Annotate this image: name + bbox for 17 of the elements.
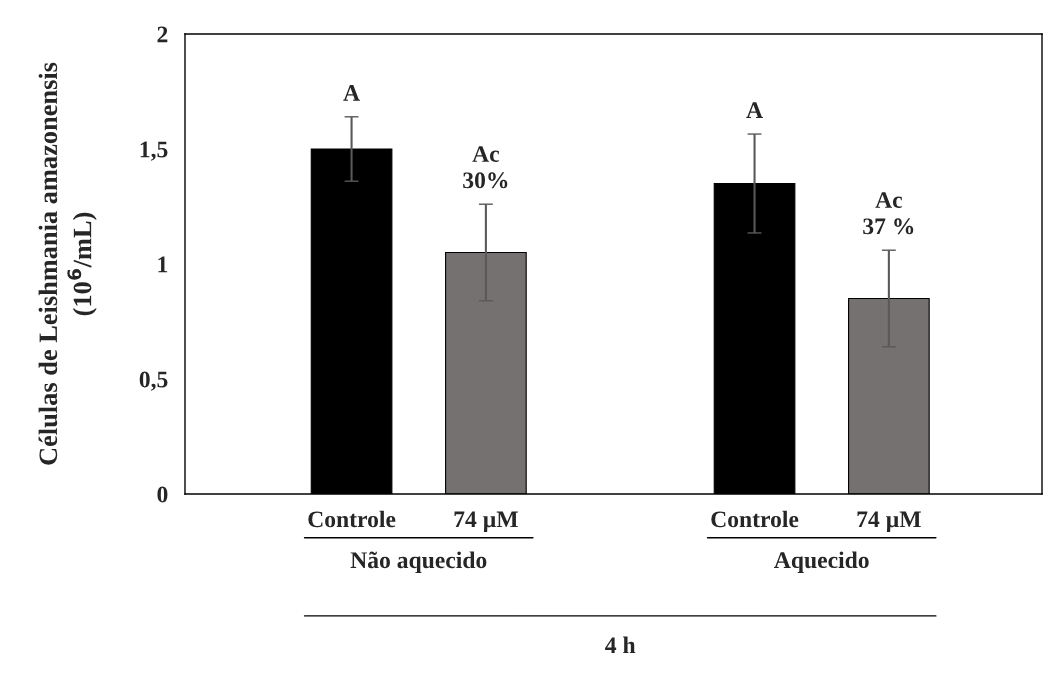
y-axis-title: Células de Leishmania amazonensis (10$^{6}$/mL) bbox=[38, 62, 97, 465]
x-tick-label: Controle bbox=[711, 510, 799, 528]
data-label: Ac 37 % bbox=[863, 192, 914, 235]
text: Não aquecido bbox=[350, 551, 487, 573]
y-tick-label: 2 bbox=[157, 26, 168, 43]
data-label: Ac 30% bbox=[463, 146, 508, 189]
x-tick-label: 74 µM bbox=[857, 511, 921, 533]
y-tick-label: 1,5 bbox=[140, 141, 168, 161]
y-tick-label: 1 bbox=[158, 256, 168, 273]
text: Aquecido bbox=[774, 551, 869, 573]
text: 4 h bbox=[605, 636, 636, 653]
x-tick-label: 74 µM bbox=[454, 511, 518, 533]
data-label: A bbox=[746, 102, 763, 118]
y-tick-label: 0,5 bbox=[139, 371, 168, 391]
y-tick-label: 0 bbox=[157, 486, 168, 503]
data-label: A bbox=[343, 85, 360, 101]
x-tick-label: Controle bbox=[308, 510, 396, 528]
